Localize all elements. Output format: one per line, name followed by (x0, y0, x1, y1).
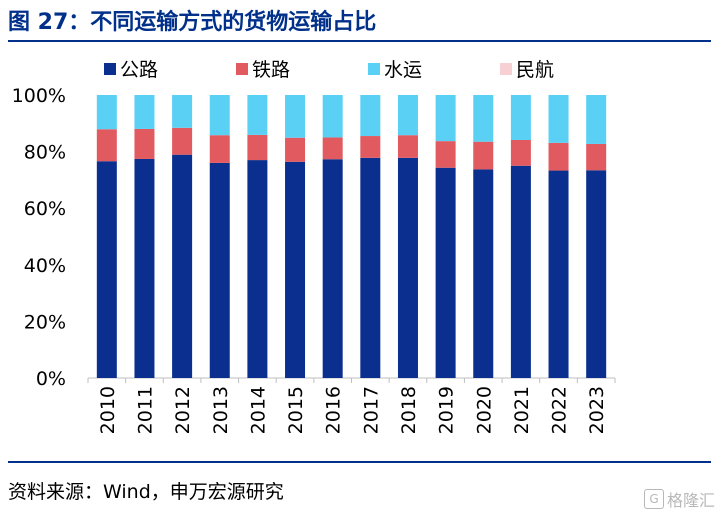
bar-segment (96, 129, 117, 162)
x-tick-label: 2012 (172, 386, 194, 434)
x-tick-label: 2011 (134, 386, 156, 434)
bar-segment (285, 137, 306, 162)
bar-segment (435, 95, 456, 142)
legend-swatch (368, 63, 380, 75)
bar-segment (473, 141, 494, 170)
legend-label: 民航 (516, 59, 554, 81)
legend-swatch (500, 63, 512, 75)
x-tick-label: 2013 (210, 386, 232, 434)
bar-segment (510, 139, 531, 166)
legend-label: 水运 (384, 59, 422, 81)
x-tick-label: 2023 (586, 386, 608, 434)
bar-segment (435, 141, 456, 168)
bar-segment (322, 95, 343, 138)
watermark-text: 格隆汇 (667, 491, 716, 510)
bar-segment (209, 95, 230, 136)
bar-segment (586, 143, 607, 171)
bar-segment (172, 95, 193, 128)
bar-segment (96, 95, 117, 130)
bar-segment (285, 161, 306, 378)
x-tick-label: 2021 (511, 386, 533, 434)
bar-segment (360, 95, 381, 137)
x-tick-label: 2018 (398, 386, 420, 434)
legend-label: 公路 (120, 59, 158, 81)
bar-segment (510, 95, 531, 140)
bar-segment (360, 157, 381, 378)
x-tick-label: 2017 (360, 386, 382, 434)
bar-segment (473, 95, 494, 142)
bar-segment (134, 95, 155, 129)
y-tick-label: 80% (24, 142, 66, 164)
footer-rule (8, 461, 711, 463)
x-tick-label: 2016 (323, 386, 345, 434)
bar-segment (397, 95, 418, 136)
y-tick-label: 60% (24, 198, 66, 220)
watermark: G 格隆汇 (644, 487, 715, 511)
title-rule (8, 40, 711, 42)
legend-label: 铁路 (252, 59, 290, 81)
bar-segment (435, 167, 456, 378)
bar-segment (172, 154, 193, 378)
bar-segment (172, 127, 193, 155)
bar-segment (209, 162, 230, 378)
bar-segment (322, 159, 343, 378)
bar-segment (247, 95, 268, 135)
chart-title: 图 27：不同运输方式的货物运输占比 (8, 10, 377, 35)
bar-segment (586, 95, 607, 144)
x-tick-label: 2020 (473, 386, 495, 434)
x-tick-label: 2022 (549, 386, 571, 434)
bar-segment (548, 142, 569, 171)
y-tick-label: 40% (24, 255, 66, 277)
y-tick-label: 100% (12, 85, 66, 107)
bar-segment (96, 161, 117, 378)
x-tick-label: 2019 (436, 386, 458, 434)
x-tick-label: 2015 (285, 386, 307, 434)
bar-segment (247, 160, 268, 378)
bar-segment (285, 95, 306, 138)
bar-segment (247, 134, 268, 161)
legend-swatch (236, 63, 248, 75)
y-tick-label: 0% (36, 368, 66, 390)
bar-segment (548, 170, 569, 378)
x-tick-label: 2014 (247, 386, 269, 434)
bar-segment (510, 165, 531, 378)
stacked-bar-chart: 0% 20% 40% 60% 80% 100% 2010 2011 2012 2013 2014 20… (12, 59, 616, 434)
legend-swatch (104, 63, 116, 75)
bar-segment (586, 170, 607, 378)
watermark-logo-icon: G (644, 489, 664, 509)
bar-segment (548, 95, 569, 143)
bar-segment (397, 157, 418, 378)
source-note: 资料来源：Wind，申万宏源研究 (8, 481, 284, 503)
bar-segment (360, 136, 381, 158)
bar-segment (134, 128, 155, 159)
bar-segment (134, 158, 155, 378)
y-tick-label: 20% (24, 311, 66, 333)
bar-segment (322, 137, 343, 160)
bar-segment (473, 169, 494, 378)
bar-segment (397, 135, 418, 158)
bar-segment (209, 135, 230, 163)
x-tick-label: 2010 (97, 386, 119, 434)
